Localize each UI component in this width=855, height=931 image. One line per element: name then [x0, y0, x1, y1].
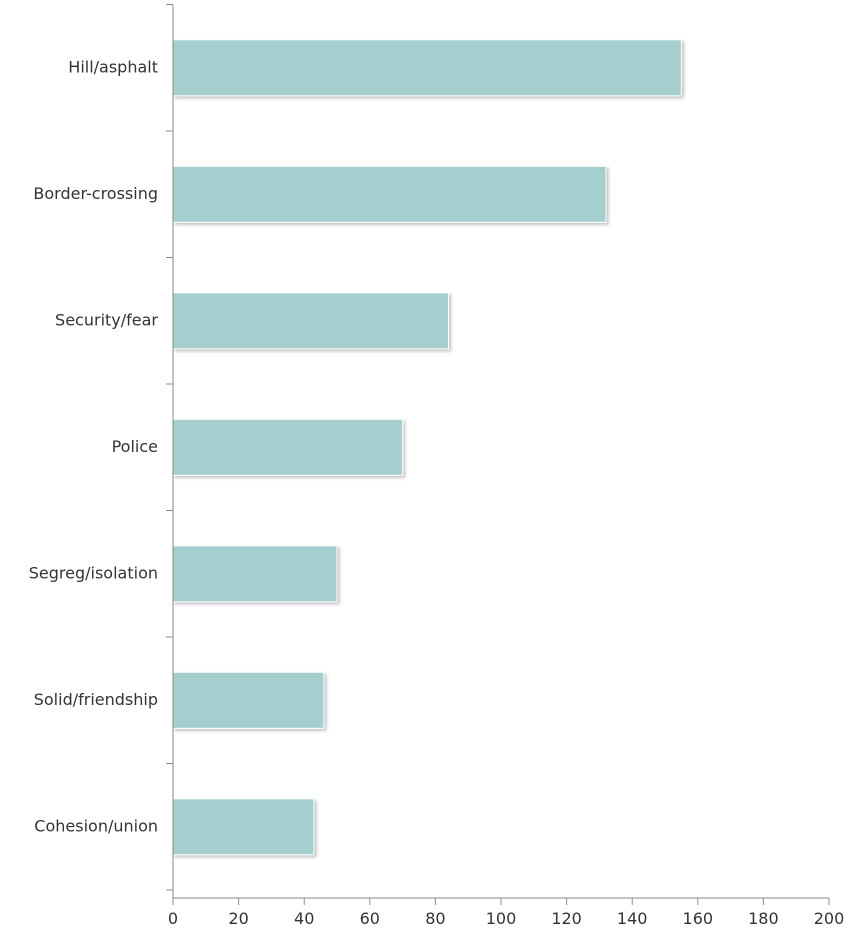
tick-marks [166, 4, 830, 905]
category-labels: Hill/asphalt Border-crossing Security/fear… [29, 57, 159, 835]
bar-border-crossing [172, 165, 607, 223]
x-tick-label: 80 [425, 909, 445, 928]
x-tick-label: 20 [228, 909, 248, 928]
category-label: Police [112, 437, 158, 456]
bar-security-fear [172, 292, 449, 350]
x-tick-label: 200 [814, 909, 845, 928]
x-tick-label: 180 [748, 909, 779, 928]
category-label: Solid/friendship [34, 690, 158, 709]
bar-solid-friendship [172, 671, 325, 729]
category-label: Border-crossing [33, 184, 158, 203]
x-tick-label: 60 [360, 909, 380, 928]
category-label: Hill/asphalt [68, 57, 158, 76]
bar-police [172, 418, 404, 476]
x-tick-label: 100 [486, 909, 517, 928]
category-label: Security/fear [55, 310, 158, 329]
x-tick-label: 40 [294, 909, 314, 928]
x-tick-label: 140 [617, 909, 648, 928]
category-label: Segreg/isolation [29, 563, 158, 582]
x-tick-labels: 0 20 40 60 80 100 120 140 160 180 200 [168, 909, 844, 928]
bar-cohesion-union [172, 798, 315, 856]
x-tick-label: 0 [168, 909, 178, 928]
x-tick-label: 160 [683, 909, 714, 928]
category-label: Cohesion/union [34, 816, 158, 835]
bar-segreg-isolation [172, 545, 338, 603]
bars-group [172, 39, 682, 856]
x-tick-label: 120 [551, 909, 582, 928]
bar-hill-asphalt [172, 39, 682, 97]
